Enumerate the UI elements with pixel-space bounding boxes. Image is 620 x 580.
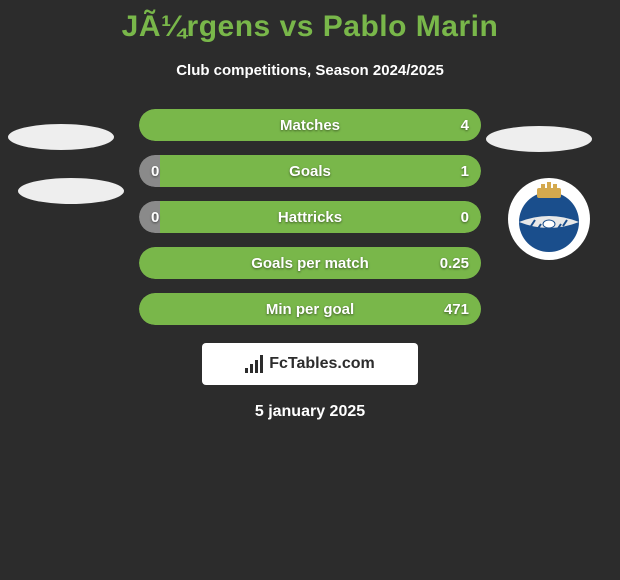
stat-bar: 0 Hattricks 0 [139,201,481,233]
stat-bar: Goals per match 0.25 [139,247,481,279]
player-avatar-placeholder [8,124,114,150]
stat-value-right: 4 [461,117,469,134]
team-badge-right [508,178,590,260]
player-avatar-placeholder [486,126,592,152]
stat-label: Min per goal [266,301,354,318]
stat-bar: Min per goal 471 [139,293,481,325]
stat-label: Hattricks [278,209,342,226]
watermark-bars-icon [245,355,263,373]
player-avatar-placeholder [18,178,124,204]
watermark-text: FcTables.com [269,355,375,373]
club-crest-icon [515,182,583,256]
stat-label: Goals [289,163,331,180]
stat-value-left: 0 [151,163,159,180]
stat-label: Matches [280,117,340,134]
page-title: JÃ¼rgens vs Pablo Marin [0,0,620,44]
watermark: FcTables.com [202,343,418,385]
stat-value-right: 471 [444,301,469,318]
date-text: 5 january 2025 [0,403,620,421]
stat-value-right: 1 [461,163,469,180]
stat-bar: 0 Goals 1 [139,155,481,187]
stat-value-left: 0 [151,209,159,226]
stat-bar: Matches 4 [139,109,481,141]
stat-value-right: 0 [461,209,469,226]
stat-label: Goals per match [251,255,369,272]
stat-value-right: 0.25 [440,255,469,272]
subtitle: Club competitions, Season 2024/2025 [0,62,620,79]
